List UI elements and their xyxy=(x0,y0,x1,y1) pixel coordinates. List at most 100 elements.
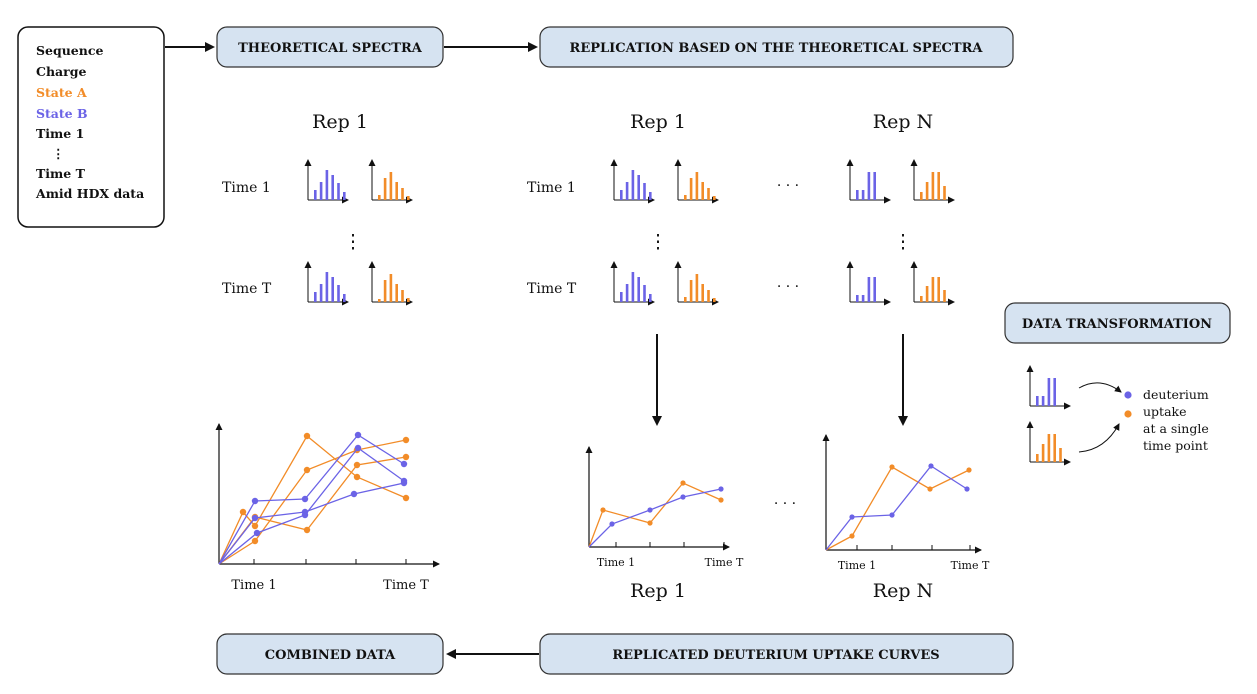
series-point xyxy=(400,460,408,468)
theoretical-vertical-ellipsis: ⋮ xyxy=(344,231,363,253)
uptake-series xyxy=(218,431,408,565)
legend-line-4: time point xyxy=(1143,438,1208,453)
mini-spectrum xyxy=(910,159,955,204)
spectrum-peak xyxy=(873,172,876,200)
spectrum-peak xyxy=(861,190,865,200)
series-point xyxy=(251,537,259,545)
plots-horizontal-ellipsis: · · · xyxy=(774,496,796,512)
series-point xyxy=(251,497,259,505)
spectra-horizontal-ellipsis-bottom: · · · xyxy=(777,279,799,295)
step-combined-data: COMBINED DATA xyxy=(216,633,444,675)
spectrum-peak xyxy=(713,196,716,200)
mini-spectrum xyxy=(1026,365,1071,410)
uptake-series xyxy=(825,464,972,551)
series-point xyxy=(647,507,653,513)
rep1-x-last: Time T xyxy=(705,556,744,569)
mini-spectrum xyxy=(304,159,349,204)
spectrum-peak xyxy=(920,296,923,302)
plot-axes xyxy=(215,423,440,568)
spectrum-peak xyxy=(395,284,398,302)
spectrum-peak xyxy=(325,272,329,302)
spectrum-peak xyxy=(407,298,410,302)
transform-arrow-top xyxy=(1078,382,1122,393)
spectrum-peak xyxy=(319,284,323,302)
spectrum-peak xyxy=(689,280,693,302)
series-point xyxy=(239,508,247,516)
spectrum-peak xyxy=(637,175,640,200)
series-point xyxy=(849,533,855,539)
repn-vertical-ellipsis: ⋮ xyxy=(894,231,913,253)
input-item: State A xyxy=(36,85,87,100)
spectrum-peak xyxy=(695,172,699,200)
replication-rep1-title: Rep 1 xyxy=(630,111,686,133)
spectrum-peak xyxy=(343,294,346,302)
spectrum-peak xyxy=(867,277,871,302)
step-transformation-label: DATA TRANSFORMATION xyxy=(1022,317,1212,332)
step-replicated-curves: REPLICATED DEUTERIUM UPTAKE CURVES xyxy=(539,633,1014,675)
spectrum-peak xyxy=(713,298,716,302)
input-item: Time 1 xyxy=(36,126,84,141)
spectrum-peak xyxy=(383,280,387,302)
spectrum-peak xyxy=(707,188,710,200)
input-item: Time T xyxy=(36,166,86,181)
mini-spectrum xyxy=(674,159,719,204)
spectrum-peak xyxy=(637,277,640,302)
step-theoretical-label: THEORETICAL SPECTRA xyxy=(238,41,423,56)
spectrum-peak xyxy=(325,170,329,200)
series-line xyxy=(218,434,405,565)
spectrum-peak xyxy=(943,290,946,302)
input-item: ⋮ xyxy=(52,146,65,161)
spectrum-peak xyxy=(937,277,940,302)
series-line xyxy=(218,435,407,565)
spectrum-peak xyxy=(407,196,410,200)
series-point xyxy=(402,494,410,502)
series-point xyxy=(354,444,362,452)
spectrum-peak xyxy=(943,186,946,200)
rep1-x-first: Time 1 xyxy=(597,556,635,569)
spectrum-peak xyxy=(1047,378,1051,406)
step-combined-label: COMBINED DATA xyxy=(265,648,396,663)
spectrum-peak xyxy=(395,182,398,200)
theoretical-time-first: Time 1 xyxy=(222,180,271,196)
series-point xyxy=(303,432,311,440)
series-point xyxy=(251,522,259,530)
spectrum-peak xyxy=(925,182,929,200)
spectrum-peak xyxy=(1053,378,1056,406)
mini-spectrum xyxy=(368,261,413,306)
input-item: Charge xyxy=(36,64,86,79)
spectrum-peak xyxy=(1036,396,1039,406)
mini-spectrum xyxy=(368,159,413,204)
spectrum-peak xyxy=(931,172,935,200)
spectrum-peak xyxy=(1059,448,1062,462)
replication-time-last: Time T xyxy=(527,281,577,297)
uptake-series xyxy=(588,480,724,548)
spectrum-peak xyxy=(401,188,404,200)
series-point xyxy=(966,467,972,473)
spectrum-peak xyxy=(861,295,865,302)
series-line xyxy=(218,456,407,565)
spectrum-peak xyxy=(625,284,629,302)
repn-plot-caption: Rep N xyxy=(873,580,933,602)
series-point xyxy=(251,514,259,522)
theoretical-time-last: Time T xyxy=(222,281,272,297)
series-point xyxy=(301,495,309,503)
input-box: Sequence Charge State A State B Time 1 ⋮ Time … xyxy=(17,26,165,228)
spectrum-peak xyxy=(331,175,334,200)
step-data-transformation: DATA TRANSFORMATION xyxy=(1004,302,1231,344)
input-item: Sequence xyxy=(36,43,103,58)
series-point xyxy=(354,431,362,439)
uptake-series xyxy=(588,486,724,548)
spectrum-peak xyxy=(1053,434,1056,462)
series-point xyxy=(350,490,358,498)
theoretical-rep-title: Rep 1 xyxy=(312,111,368,133)
mini-spectrum xyxy=(610,159,655,204)
uptake-series xyxy=(218,436,410,565)
spectrum-peak xyxy=(620,190,623,200)
spectrum-peak xyxy=(337,285,340,302)
plot-axes xyxy=(822,434,982,554)
series-point xyxy=(849,514,855,520)
series-line xyxy=(588,488,722,548)
step-replication-label: REPLICATION BASED ON THE THEORETICAL SPE… xyxy=(570,41,984,56)
plot-axes xyxy=(585,446,730,551)
spectrum-peak xyxy=(643,285,646,302)
